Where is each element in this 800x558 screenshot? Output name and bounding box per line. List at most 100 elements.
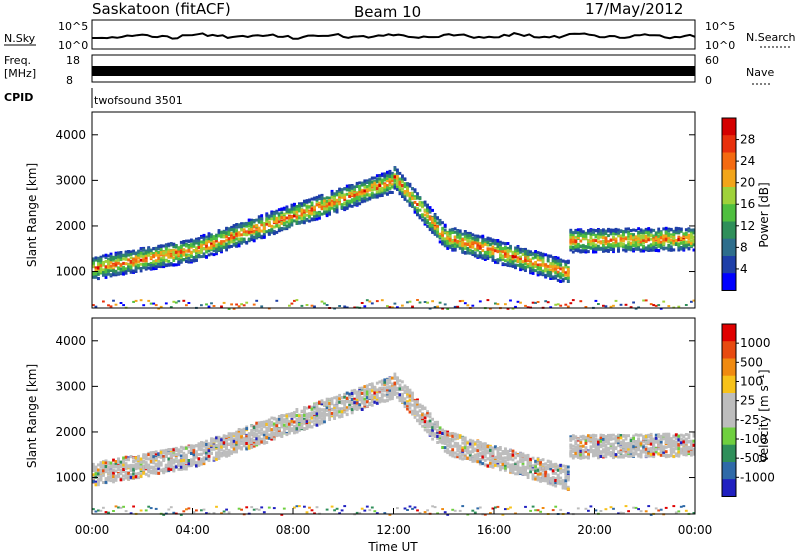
velocity-cell [117, 473, 120, 476]
power-cell [479, 235, 482, 238]
velocity-cell [230, 432, 233, 435]
power-cell [466, 234, 469, 237]
power-cell [316, 212, 319, 215]
velocity-cell [112, 472, 115, 475]
power-cell [406, 194, 409, 197]
power-cell [431, 228, 434, 231]
velocity-cell [263, 425, 266, 428]
power-cell [630, 229, 633, 232]
velocity-cell [132, 506, 135, 508]
velocity-cell [293, 421, 296, 424]
power-cell [248, 231, 251, 234]
power-cell [258, 227, 261, 230]
power-cell [316, 196, 319, 199]
power-cell [321, 207, 324, 210]
velocity-cell [145, 453, 148, 456]
power-cell [341, 194, 344, 197]
power-cell [255, 300, 258, 302]
power-cell [223, 235, 226, 238]
power-cell [487, 299, 490, 301]
velocity-cell [308, 424, 311, 427]
power-cell [280, 208, 283, 211]
power-cell [464, 243, 467, 246]
power-cell [376, 196, 379, 199]
velocity-cell [97, 463, 100, 466]
power-cell [494, 249, 497, 252]
velocity-cell [213, 444, 216, 447]
power-cell [326, 205, 329, 208]
power-cell [291, 208, 294, 211]
velocity-cell [220, 443, 223, 446]
power-cell [610, 230, 613, 233]
power-cell [605, 249, 608, 252]
velocity-cell [255, 433, 258, 436]
power-cell [238, 305, 241, 307]
velocity-cell [142, 454, 145, 457]
power-cell [331, 207, 334, 210]
power-cell [177, 300, 180, 302]
power-cell [328, 203, 331, 206]
velocity-cell [175, 465, 178, 468]
power-cell [569, 231, 572, 234]
velocity-cell [167, 468, 170, 471]
velocity-cell [243, 444, 246, 447]
power-cell [301, 202, 304, 205]
power-cell [587, 240, 590, 243]
power-cell [577, 234, 580, 237]
velocity-cell [107, 472, 110, 475]
power-cell [132, 258, 135, 261]
power-cell [650, 234, 653, 237]
power-cell [444, 237, 447, 240]
power-cell [288, 224, 291, 227]
power-cell [640, 241, 643, 244]
power-cell [662, 242, 665, 245]
power-cell [519, 302, 522, 304]
power-cell [640, 249, 643, 252]
power-cell [155, 247, 158, 250]
power-cell [215, 237, 218, 240]
power-cell [313, 212, 316, 215]
velocity-cell [268, 427, 271, 430]
power-cell [338, 193, 341, 196]
power-cell [120, 254, 123, 257]
power-cell [554, 275, 557, 278]
velocity-cell [130, 455, 133, 458]
power-cell [534, 253, 537, 256]
velocity-cell [328, 398, 331, 401]
power-cell [431, 219, 434, 222]
power-cell [426, 302, 429, 304]
velocity-cell [225, 451, 228, 454]
nsky-tick-top: 10^5 [58, 20, 88, 33]
power-cell [627, 243, 630, 246]
velocity-cell [313, 423, 316, 426]
power-cell [615, 244, 618, 247]
velocity-cell [313, 416, 316, 419]
power-cell [481, 239, 484, 242]
velocity-cell [142, 472, 145, 475]
power-cell [612, 248, 615, 251]
power-cell [172, 301, 175, 303]
power-cell [162, 263, 165, 266]
power-cell [617, 249, 620, 252]
power-cell [356, 203, 359, 206]
power-cell [559, 305, 562, 307]
power-cell [562, 274, 565, 277]
power-cell [288, 219, 291, 222]
power-cell [200, 304, 203, 306]
power-cell [110, 261, 113, 264]
power-cell [110, 273, 113, 276]
power-cell [461, 300, 464, 302]
power-cell [600, 241, 603, 244]
power-colorbar-tick-label: 12 [740, 219, 755, 233]
velocity-cell [190, 461, 193, 464]
power-cell [203, 238, 206, 241]
power-cell [471, 233, 474, 236]
power-cell [298, 217, 301, 220]
power-cell [228, 240, 231, 243]
power-cell [660, 241, 663, 244]
velocity-cell [321, 408, 324, 411]
velocity-cell [258, 432, 261, 435]
power-cell [579, 249, 582, 252]
power-cell [165, 245, 168, 248]
velocity-cell [160, 456, 163, 459]
